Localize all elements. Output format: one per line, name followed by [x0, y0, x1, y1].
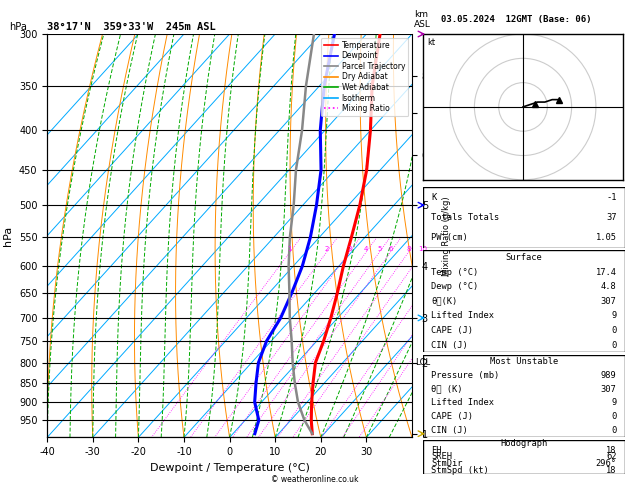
Text: 38°17'N  359°33'W  245m ASL: 38°17'N 359°33'W 245m ASL: [47, 21, 216, 32]
Text: © weatheronline.co.uk: © weatheronline.co.uk: [270, 474, 359, 484]
Text: Surface: Surface: [506, 253, 542, 262]
Text: 4.8: 4.8: [601, 282, 616, 291]
Text: θᴄ(K): θᴄ(K): [431, 297, 458, 306]
Text: 9: 9: [611, 312, 616, 320]
Text: 4: 4: [364, 246, 369, 252]
Text: 62: 62: [606, 452, 616, 461]
Text: Hodograph: Hodograph: [500, 439, 548, 448]
Text: CAPE (J): CAPE (J): [431, 412, 474, 421]
Text: 0: 0: [611, 426, 616, 435]
Text: CAPE (J): CAPE (J): [431, 326, 474, 335]
Text: K: K: [431, 193, 437, 202]
Y-axis label: hPa: hPa: [3, 226, 13, 246]
Text: Lifted Index: Lifted Index: [431, 312, 494, 320]
Text: Totals Totals: Totals Totals: [431, 213, 499, 222]
Text: StmSpd (kt): StmSpd (kt): [431, 466, 489, 475]
Text: 2: 2: [325, 246, 329, 252]
Text: 307: 307: [601, 297, 616, 306]
Text: Temp (°C): Temp (°C): [431, 268, 479, 277]
Text: 1: 1: [287, 246, 292, 252]
Text: kt: kt: [427, 38, 435, 48]
Text: 0: 0: [611, 412, 616, 421]
Text: Lifted Index: Lifted Index: [431, 399, 494, 407]
Text: Mixing Ratio (g/kg): Mixing Ratio (g/kg): [442, 196, 451, 276]
Text: 307: 307: [601, 385, 616, 394]
Text: StmDir: StmDir: [431, 459, 463, 468]
Text: EH: EH: [431, 446, 442, 454]
Text: θᴄ (K): θᴄ (K): [431, 385, 463, 394]
Text: hPa: hPa: [9, 21, 27, 32]
Text: Most Unstable: Most Unstable: [490, 357, 558, 366]
Text: LCL: LCL: [415, 358, 430, 367]
Text: 37: 37: [606, 213, 616, 222]
Text: PW (cm): PW (cm): [431, 233, 468, 242]
Text: 1.05: 1.05: [596, 233, 616, 242]
Text: CIN (J): CIN (J): [431, 341, 468, 349]
Text: 9: 9: [611, 399, 616, 407]
Text: CIN (J): CIN (J): [431, 426, 468, 435]
Text: 10: 10: [418, 246, 427, 252]
Text: 0: 0: [611, 341, 616, 349]
Text: -1: -1: [606, 193, 616, 202]
Text: 3: 3: [347, 246, 352, 252]
Text: 03.05.2024  12GMT (Base: 06): 03.05.2024 12GMT (Base: 06): [442, 15, 592, 24]
Legend: Temperature, Dewpoint, Parcel Trajectory, Dry Adiabat, Wet Adiabat, Isotherm, Mi: Temperature, Dewpoint, Parcel Trajectory…: [321, 38, 408, 116]
Text: Pressure (mb): Pressure (mb): [431, 371, 499, 380]
Text: SREH: SREH: [431, 452, 452, 461]
X-axis label: Dewpoint / Temperature (°C): Dewpoint / Temperature (°C): [150, 463, 309, 473]
Text: 989: 989: [601, 371, 616, 380]
Text: Dewp (°C): Dewp (°C): [431, 282, 479, 291]
Text: 18: 18: [606, 446, 616, 454]
Text: km
ASL: km ASL: [414, 10, 431, 29]
Text: 6: 6: [388, 246, 393, 252]
Text: 5: 5: [377, 246, 382, 252]
Text: 18: 18: [606, 466, 616, 475]
Text: 296°: 296°: [596, 459, 616, 468]
Text: 0: 0: [611, 326, 616, 335]
Text: 8: 8: [406, 246, 411, 252]
Text: 17.4: 17.4: [596, 268, 616, 277]
